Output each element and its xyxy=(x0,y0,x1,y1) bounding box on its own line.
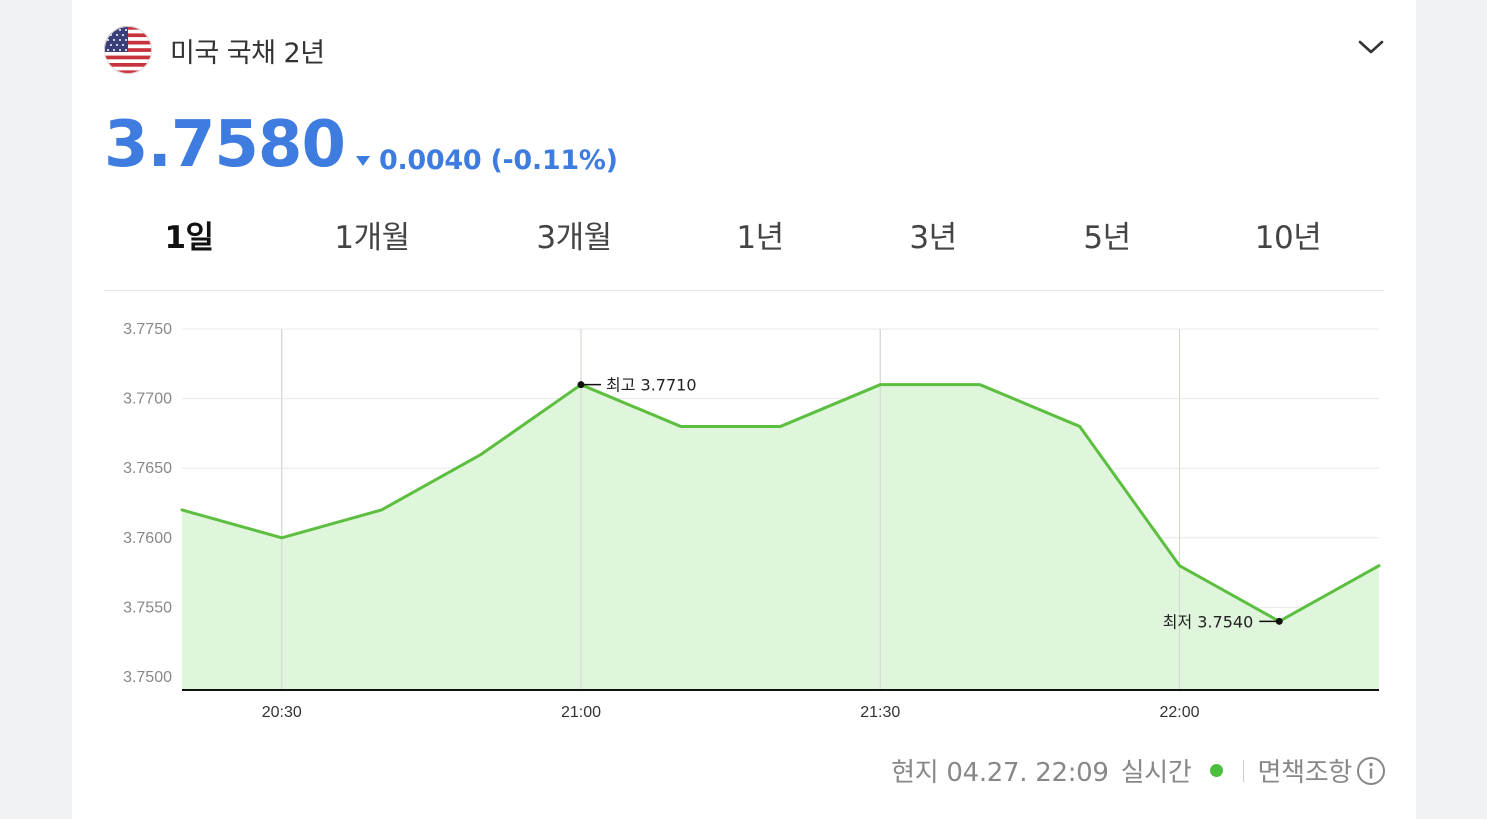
y-tick-label: 3.7600 xyxy=(123,530,172,547)
tab-3-year[interactable]: 3년 xyxy=(909,220,957,256)
tab-3-month[interactable]: 3개월 xyxy=(536,220,612,256)
low-marker-dot xyxy=(1275,617,1283,625)
y-tick-label: 3.7650 xyxy=(123,460,172,477)
current-price: 3.7580 xyxy=(104,108,346,182)
y-tick-label: 3.7550 xyxy=(123,599,172,616)
down-arrow-icon xyxy=(355,155,370,166)
divider xyxy=(1242,759,1244,782)
price-change: 0.0040 (-0.11%) xyxy=(355,145,618,176)
y-tick-label: 3.7750 xyxy=(123,321,172,338)
period-tabs: 1일 1개월 3개월 1년 3년 5년 10년 xyxy=(104,210,1384,291)
header: 미국 국채 2년 xyxy=(104,26,325,74)
instrument-title: 미국 국채 2년 xyxy=(170,37,325,69)
live-label: 실시간 xyxy=(1120,758,1192,788)
tab-1-day[interactable]: 1일 xyxy=(164,220,214,256)
tab-1-year[interactable]: 1년 xyxy=(736,220,784,256)
series-area-fill xyxy=(182,384,1379,690)
high-marker-label: 최고 3.7710 xyxy=(606,376,697,395)
tab-10-year[interactable]: 10년 xyxy=(1254,220,1322,256)
low-marker-label: 최저 3.7540 xyxy=(1163,612,1254,631)
high-marker-dot xyxy=(577,381,585,389)
x-tick-label: 22:00 xyxy=(1159,704,1199,721)
footer: 현지 04.27. 22:09 실시간 면책조항 xyxy=(891,752,1386,789)
local-timestamp: 현지 04.27. 22:09 xyxy=(891,758,1109,788)
bond-quote-card: 미국 국채 2년 3.7580 0.0040 (-0.11%) 1일 1개월 3… xyxy=(72,0,1416,819)
x-tick-label: 20:30 xyxy=(262,704,302,721)
y-tick-label: 3.7700 xyxy=(123,391,172,408)
live-indicator-dot xyxy=(1209,764,1223,777)
y-tick-label: 3.7500 xyxy=(123,669,172,686)
tab-5-year[interactable]: 5년 xyxy=(1083,220,1131,256)
info-icon[interactable] xyxy=(1356,756,1386,786)
x-tick-label: 21:00 xyxy=(561,704,601,721)
price-row: 3.7580 0.0040 (-0.11%) xyxy=(104,104,618,186)
chevron-down-icon[interactable] xyxy=(1356,32,1386,62)
change-value: 0.0040 (-0.11%) xyxy=(378,145,618,176)
disclaimer-link[interactable]: 면책조항 xyxy=(1257,758,1353,788)
price-chart: 3.7750 3.7700 3.7650 3.7600 3.7550 3.7500 20:3… xyxy=(123,321,1381,721)
tab-1-month[interactable]: 1개월 xyxy=(334,220,410,256)
us-flag-icon xyxy=(104,26,152,74)
x-tick-label: 21:30 xyxy=(860,704,900,721)
